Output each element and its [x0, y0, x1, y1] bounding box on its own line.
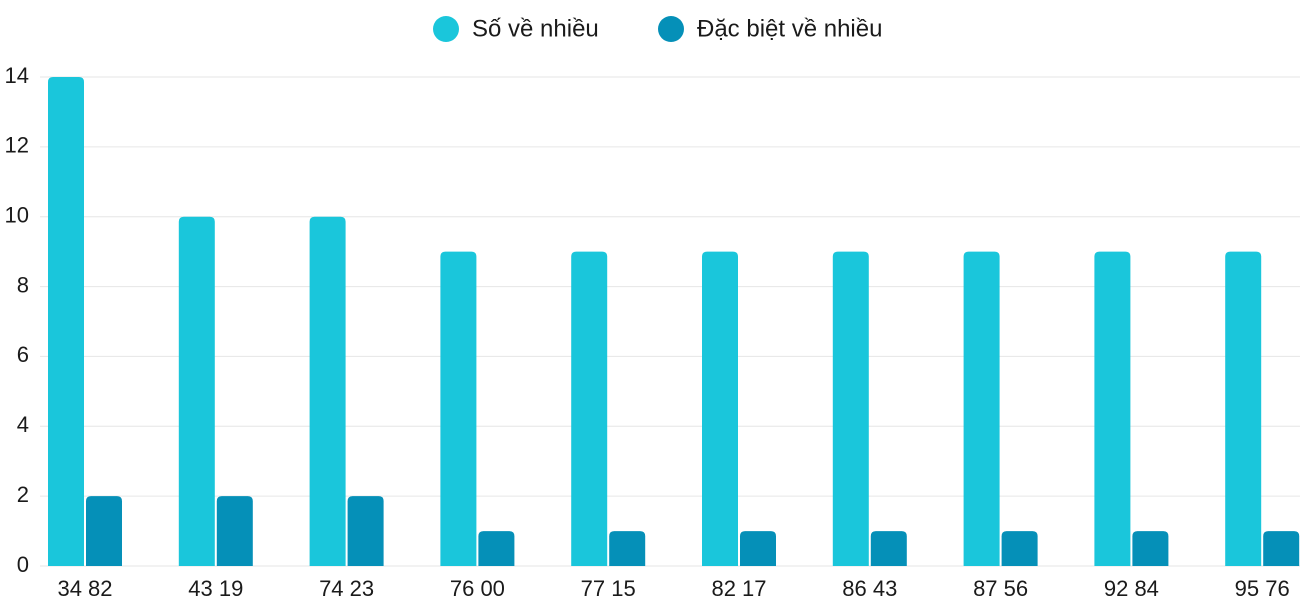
bar [48, 77, 84, 566]
bar [440, 251, 477, 566]
x-tick-label: 43 19 [188, 576, 243, 600]
bar [740, 531, 776, 566]
bar [832, 251, 869, 566]
bar [178, 216, 215, 566]
bar [1225, 251, 1262, 566]
y-tick-label: 6 [17, 342, 29, 367]
bar [1001, 531, 1038, 566]
y-tick-label: 2 [17, 482, 29, 507]
x-tick-label: 34 82 [57, 576, 112, 600]
x-tick-label: 92 84 [1104, 576, 1159, 600]
bar [1132, 531, 1169, 566]
bar [609, 531, 646, 566]
x-tick-label: 87 56 [973, 576, 1028, 600]
bar [870, 531, 907, 566]
legend-label: Số về nhiều [472, 15, 599, 42]
x-tick-label: 86 43 [842, 576, 897, 600]
y-tick-label: 12 [5, 133, 29, 158]
y-tick-label: 14 [5, 63, 29, 88]
x-tick-label: 95 76 [1235, 576, 1290, 600]
y-tick-label: 0 [17, 552, 29, 577]
bar [1094, 251, 1131, 566]
bar [702, 251, 738, 566]
x-tick-label: 76 00 [450, 576, 505, 600]
x-tick-label: 82 17 [711, 576, 766, 600]
bar [86, 496, 122, 566]
bar [347, 496, 384, 566]
bar [478, 531, 515, 566]
legend-swatch [658, 16, 684, 42]
bar [1263, 531, 1300, 566]
legend-swatch [433, 16, 459, 42]
y-tick-label: 4 [17, 412, 29, 437]
bar [963, 251, 1000, 566]
bar [571, 251, 608, 566]
x-tick-label: 77 15 [581, 576, 636, 600]
x-tick-label: 74 23 [319, 576, 374, 600]
y-tick-label: 8 [17, 272, 29, 297]
bar [216, 496, 253, 566]
bar [309, 216, 346, 566]
legend-label: Đặc biệt về nhiều [697, 15, 882, 42]
y-tick-label: 10 [5, 203, 29, 228]
